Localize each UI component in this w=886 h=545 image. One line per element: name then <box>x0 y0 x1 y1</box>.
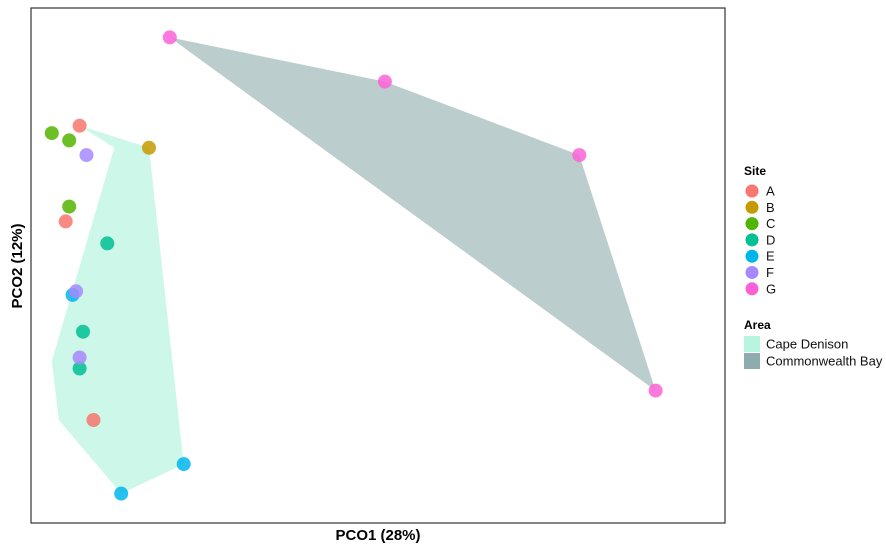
legend-key-area-commonwealth-bay <box>744 353 760 369</box>
area-legend: Area Cape Denison Commonwealth Bay <box>744 318 883 369</box>
data-point-site-f[interactable] <box>72 350 87 365</box>
legend-key-site-d <box>745 233 759 247</box>
data-point-site-d[interactable] <box>76 324 90 339</box>
legend-label-area-commonwealth-bay: Commonwealth Bay <box>766 354 883 369</box>
site-legend-title: Site <box>744 164 766 178</box>
data-point-site-g[interactable] <box>162 30 177 45</box>
data-point-site-g[interactable] <box>377 74 392 89</box>
legend-key-site-e <box>745 249 759 263</box>
legend-key-area-cape-denison <box>744 336 760 352</box>
legend-label-site-d: D <box>766 232 775 247</box>
data-point-site-e[interactable] <box>176 457 191 472</box>
data-point-site-f[interactable] <box>69 284 84 299</box>
hull-commonwealth-bay <box>169 37 656 391</box>
data-point-site-c[interactable] <box>62 133 77 148</box>
hull-cape-denison <box>51 125 184 494</box>
legend-label-site-a: A <box>766 184 775 199</box>
hull-layer <box>51 37 656 494</box>
point-layer <box>44 30 663 501</box>
data-point-site-f[interactable] <box>79 148 94 163</box>
data-point-site-e[interactable] <box>114 486 129 501</box>
data-point-site-a[interactable] <box>72 118 87 133</box>
legend-key-site-b <box>745 200 759 214</box>
legend-label-site-b: B <box>766 200 775 215</box>
data-point-site-c[interactable] <box>44 126 59 141</box>
data-point-site-b[interactable] <box>142 140 156 155</box>
legend-key-site-g <box>745 282 759 296</box>
data-point-site-g[interactable] <box>648 383 663 398</box>
y-axis-title: PCO2 (12%) <box>9 223 26 308</box>
data-point-site-d[interactable] <box>72 361 87 376</box>
legend-label-site-c: C <box>766 216 775 231</box>
legend-label-site-e: E <box>766 249 775 264</box>
legend-key-site-c <box>745 217 759 231</box>
legend-key-site-f <box>745 266 759 279</box>
data-point-site-c[interactable] <box>62 199 77 214</box>
area-legend-title: Area <box>744 318 771 332</box>
x-axis-title: PCO1 (28%) <box>335 527 420 544</box>
legend-label-area-cape-denison: Cape Denison <box>766 337 848 352</box>
plot-panel-border <box>30 7 726 524</box>
legend-label-site-f: F <box>766 265 774 280</box>
data-point-site-g[interactable] <box>572 148 587 163</box>
legend-key-site-a <box>745 184 759 198</box>
data-point-site-a[interactable] <box>58 214 73 229</box>
legend-label-site-g: G <box>766 281 776 296</box>
data-point-site-a[interactable] <box>86 413 101 427</box>
data-point-site-d[interactable] <box>100 236 115 251</box>
